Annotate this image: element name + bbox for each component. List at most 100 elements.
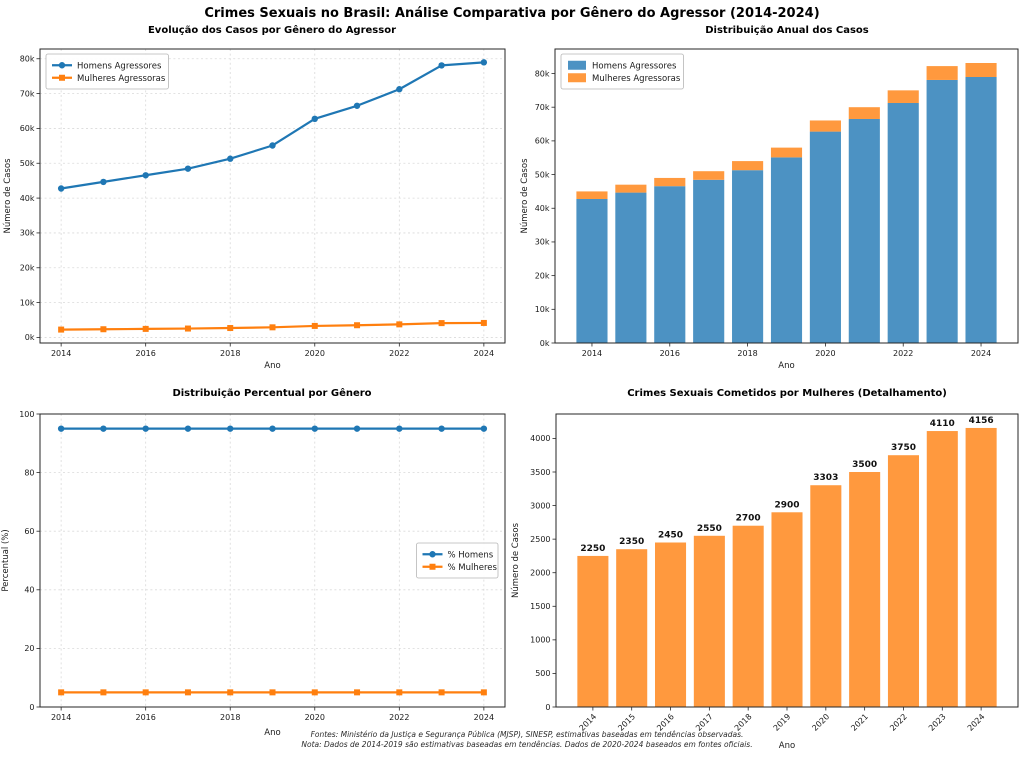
svg-text:0k: 0k	[25, 333, 35, 342]
svg-text:50k: 50k	[535, 170, 550, 179]
svg-text:60: 60	[24, 527, 34, 536]
chart-title-evolution: Evolução dos Casos por Gênero do Agresso…	[147, 25, 397, 36]
svg-text:2700: 2700	[736, 514, 761, 524]
svg-text:Mulheres Agressoras: Mulheres Agressoras	[592, 74, 681, 84]
x-axis-label: Ano	[778, 361, 794, 371]
svg-text:4110: 4110	[930, 419, 955, 429]
svg-text:0k: 0k	[540, 339, 550, 348]
svg-text:40k: 40k	[535, 204, 550, 213]
legend: % Homens % Mulheres	[416, 542, 499, 579]
annual-stacked-bar-chart: 0k 10k 20k 30k 40k 50k 60k 70k 80k 2014 2016 2018 20…	[520, 48, 1019, 371]
svg-text:2000: 2000	[530, 569, 550, 578]
svg-text:2016: 2016	[136, 713, 156, 722]
svg-text:30k: 30k	[535, 238, 550, 247]
svg-text:2022: 2022	[893, 349, 913, 358]
svg-text:2024: 2024	[474, 349, 494, 358]
svg-text:2022: 2022	[389, 713, 409, 722]
svg-text:10k: 10k	[20, 298, 35, 307]
svg-text:30k: 30k	[20, 229, 35, 238]
annual-stacked-bar-chart-panel: 0k 10k 20k 30k 40k 50k 60k 70k 80k 2014 2016 2018 20…	[520, 20, 1024, 386]
evolution-line-chart: 0k 10k 20k 30k 40k 50k 60k 70k 80k 2014 2016 2018 20…	[3, 48, 506, 371]
svg-text:2016: 2016	[136, 349, 156, 358]
x-axis-label: Ano	[264, 361, 280, 371]
svg-text:1500: 1500	[530, 602, 550, 611]
svg-text:2014: 2014	[582, 349, 602, 358]
svg-text:2014: 2014	[51, 349, 71, 358]
svg-text:2020: 2020	[815, 349, 835, 358]
tick-labels: 0k 10k 20k 30k 40k 50k 60k 70k 80k 2014 2016 2018 20…	[535, 69, 992, 358]
svg-text:3750: 3750	[891, 443, 916, 453]
svg-text:20k: 20k	[20, 264, 35, 273]
tick-labels: 0 20 40 60 80 100 2014 2016 2018 2020 2022 2024	[19, 410, 494, 722]
gridlines	[40, 49, 505, 343]
svg-text:10k: 10k	[535, 305, 550, 314]
footer-sources: Fontes: Ministério da Justiça e Seguranç…	[310, 730, 744, 739]
chart-title-women-detail: Crimes Sexuais Cometidos por Mulheres (D…	[627, 388, 947, 399]
svg-text:2900: 2900	[774, 500, 799, 510]
svg-text:Mulheres Agressoras: Mulheres Agressoras	[77, 74, 166, 84]
svg-text:0: 0	[545, 703, 550, 712]
x-axis-label: Ano	[264, 728, 280, 738]
svg-text:Homens Agressores: Homens Agressores	[592, 61, 677, 71]
line-series-1	[58, 319, 487, 333]
svg-text:2024: 2024	[971, 349, 991, 358]
svg-text:2022: 2022	[389, 349, 409, 358]
svg-text:2250: 2250	[580, 544, 605, 554]
women-detail-bar-chart: 2250 2350 2450 2550 2700 2900 3303 3500 3750 4110…	[511, 413, 1019, 751]
figure-title: Crimes Sexuais no Brasil: Análise Compar…	[204, 6, 820, 21]
svg-text:2350: 2350	[619, 537, 644, 547]
svg-text:100: 100	[19, 410, 34, 419]
x-axis-label: Ano	[779, 741, 795, 751]
chart-title-annual-distribution: Distribuição Anual dos Casos	[705, 25, 869, 36]
legend: Homens Agressores Mulheres Agressoras	[560, 53, 684, 90]
svg-text:% Mulheres: % Mulheres	[448, 563, 498, 573]
evolution-line-chart-panel: 0k 10k 20k 30k 40k 50k 60k 70k 80k 2014 2016 2018 20…	[0, 20, 520, 386]
svg-text:4156: 4156	[969, 416, 994, 426]
svg-text:2550: 2550	[697, 524, 722, 534]
svg-text:% Homens: % Homens	[448, 550, 494, 560]
svg-text:20: 20	[24, 644, 34, 653]
svg-text:1000: 1000	[530, 636, 550, 645]
svg-text:40k: 40k	[20, 194, 35, 203]
svg-text:3303: 3303	[813, 473, 838, 483]
svg-text:4000: 4000	[530, 434, 550, 443]
footer: Fontes: Ministério da Justiça e Seguranç…	[30, 730, 1024, 750]
svg-text:2020: 2020	[305, 349, 325, 358]
svg-text:2018: 2018	[220, 713, 240, 722]
women-detail-bar-chart-panel: 2250 2350 2450 2550 2700 2900 3303 3500 3750 4110…	[511, 386, 1024, 761]
chart-title-percent-distribution: Distribuição Percentual por Gênero	[172, 388, 372, 399]
svg-text:20k: 20k	[535, 271, 550, 280]
legend: Homens Agressores Mulheres Agressoras	[45, 53, 169, 90]
svg-text:0: 0	[29, 703, 34, 712]
svg-text:50k: 50k	[20, 159, 35, 168]
svg-text:40: 40	[24, 586, 34, 595]
y-axis-label: Número de Casos	[511, 522, 521, 598]
svg-text:60k: 60k	[20, 124, 35, 133]
svg-text:3500: 3500	[852, 460, 877, 470]
svg-text:80: 80	[24, 468, 34, 477]
svg-text:2016: 2016	[660, 349, 680, 358]
svg-text:Homens Agressores: Homens Agressores	[77, 61, 162, 71]
line-series-0	[57, 425, 488, 432]
svg-text:80k: 80k	[20, 55, 35, 64]
axes-frame	[39, 48, 506, 344]
tick-labels: 0k 10k 20k 30k 40k 50k 60k 70k 80k 2014 2016 2018 20…	[20, 55, 494, 358]
bar-value-labels: 2250 2350 2450 2550 2700 2900 3303 3500 3750 4110…	[580, 416, 993, 554]
svg-text:3500: 3500	[530, 468, 550, 477]
percent-line-chart-panel: 0 20 40 60 80 100 2014 2016 2018 2020 2022 2024 Ano P…	[0, 386, 520, 761]
line-series-0	[57, 59, 488, 192]
axes-frame	[39, 413, 506, 708]
footer-note: Nota: Dados de 2014-2019 são estimativas…	[301, 740, 753, 749]
svg-text:3000: 3000	[530, 501, 550, 510]
y-axis-label: Percentual (%)	[1, 529, 11, 591]
bar-series-1	[576, 63, 997, 199]
svg-text:2500: 2500	[530, 535, 550, 544]
svg-text:2018: 2018	[220, 349, 240, 358]
svg-text:2018: 2018	[737, 349, 757, 358]
svg-text:70k: 70k	[535, 103, 550, 112]
svg-text:2450: 2450	[658, 530, 683, 540]
bar-series-0	[577, 427, 997, 707]
bar-series-0	[576, 77, 997, 343]
svg-text:60k: 60k	[535, 137, 550, 146]
